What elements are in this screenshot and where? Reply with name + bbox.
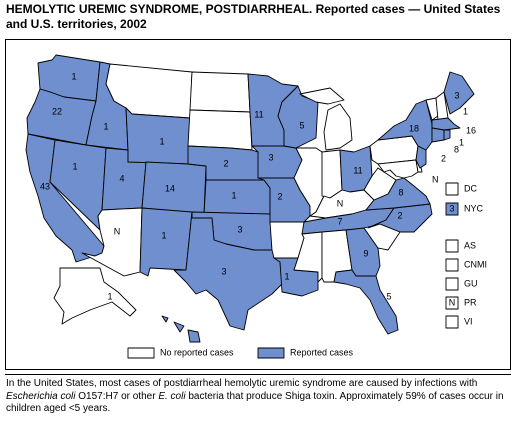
state-value-tx: 3: [221, 266, 226, 276]
state-value-ia: 3: [268, 152, 273, 162]
state-value-md: N: [432, 174, 439, 184]
territory-box-dc: [445, 182, 459, 196]
state-value-ct: 8: [454, 144, 459, 154]
state-value-tn: 7: [337, 216, 342, 226]
state-NC: [367, 203, 433, 233]
map-title: HEMOLYTIC UREMIC SYNDROME, POSTDIARRHEAL…: [6, 2, 501, 31]
territory-label-cnmi: CNMI: [464, 259, 487, 269]
state-value-oh: 11: [353, 165, 362, 175]
state-value-ut: 4: [119, 173, 124, 183]
state-AK: [53, 267, 137, 325]
state-ME: [443, 71, 475, 115]
state-value-ri: 1: [459, 137, 464, 147]
state-value-fl: 5: [386, 291, 391, 301]
state-value-wy: 1: [159, 136, 164, 146]
state-value-ks: 1: [231, 190, 236, 200]
territory-box-pr: [445, 296, 459, 310]
state-value-nj: 2: [441, 153, 446, 163]
state-value-co: 14: [165, 183, 175, 193]
territory-box-gu: [445, 277, 459, 291]
state-value-mn: 11: [254, 109, 263, 119]
state-value-nc: 2: [397, 210, 402, 220]
state-PA: [369, 135, 419, 165]
state-value-nm: 1: [161, 230, 166, 240]
map-frame: [5, 39, 511, 370]
state-value-ny: 18: [409, 123, 419, 133]
footnote-text-2: O157:H7 or other: [75, 390, 159, 402]
state-WV: [363, 167, 397, 201]
state-SD: [187, 109, 253, 151]
territory-value-pr: N: [449, 297, 456, 307]
state-value-wi: 5: [299, 120, 304, 130]
territory-label-pr: PR: [464, 297, 477, 307]
state-CA: [25, 133, 105, 263]
state-value-va: 8: [398, 187, 403, 197]
footnote-text-3: bacteria that produce Shiga toxin. Appro…: [6, 390, 504, 415]
territory-label-vi: VI: [464, 316, 473, 326]
territory-box-vi: [445, 315, 459, 329]
state-RI: [443, 129, 451, 141]
legend-swatch-reported: [257, 347, 285, 359]
state-value-ma: 16: [466, 125, 476, 135]
state-value-id: 1: [103, 121, 108, 131]
state-IN: [321, 149, 343, 199]
state-HI: [161, 315, 201, 343]
state-value-az: N: [114, 226, 121, 236]
state-value-ca: 43: [40, 181, 50, 191]
footnote-divider: [5, 374, 511, 375]
state-value-mo: 2: [277, 191, 282, 201]
state-value-wa: 1: [71, 71, 76, 81]
state-TX: [173, 211, 283, 331]
state-value-ga: 9: [363, 248, 368, 258]
state-MA: [431, 117, 461, 131]
state-IA: [251, 145, 303, 179]
footnote-organism-2: E. coli: [158, 390, 186, 402]
footnote-text-1: In the United States, most cases of post…: [6, 378, 478, 389]
state-KS: [203, 179, 271, 215]
state-value-ne: 2: [223, 158, 228, 168]
state-CT: [431, 127, 445, 143]
state-ND: [189, 71, 251, 113]
state-value-me: 3: [454, 90, 459, 100]
footnote-organism-1: Escherichia coli: [6, 390, 76, 402]
state-AR: [269, 221, 305, 259]
footnote: In the United States, most cases of post…: [6, 378, 514, 416]
territory-box-as: [445, 239, 459, 253]
territory-label-as: AS: [464, 240, 476, 250]
state-value-or: 22: [52, 106, 62, 116]
territory-label-nyc: NYC: [464, 203, 484, 213]
state-value-la: 1: [284, 271, 289, 281]
state-value-nv: 1: [72, 161, 77, 171]
territory-label-gu: GU: [464, 278, 478, 288]
state-WI: [277, 85, 319, 149]
legend-swatch-none: [127, 347, 155, 359]
state-value-nh: 1: [463, 106, 468, 116]
state-FL: [333, 269, 399, 335]
territory-box-cnmi: [445, 258, 459, 272]
territory-box-nyc: [445, 202, 459, 216]
state-value-ok: 3: [237, 224, 242, 234]
state-NM: [139, 207, 193, 277]
legend-label-reported: Reported cases: [290, 347, 354, 357]
territory-label-dc: DC: [464, 183, 477, 193]
legend-label-none: No reported cases: [160, 347, 234, 357]
territory-value-nyc: 3: [449, 203, 454, 213]
state-value-ky: N: [337, 198, 344, 208]
state-MI: [299, 87, 353, 151]
state-value-ak: 1: [107, 291, 112, 301]
